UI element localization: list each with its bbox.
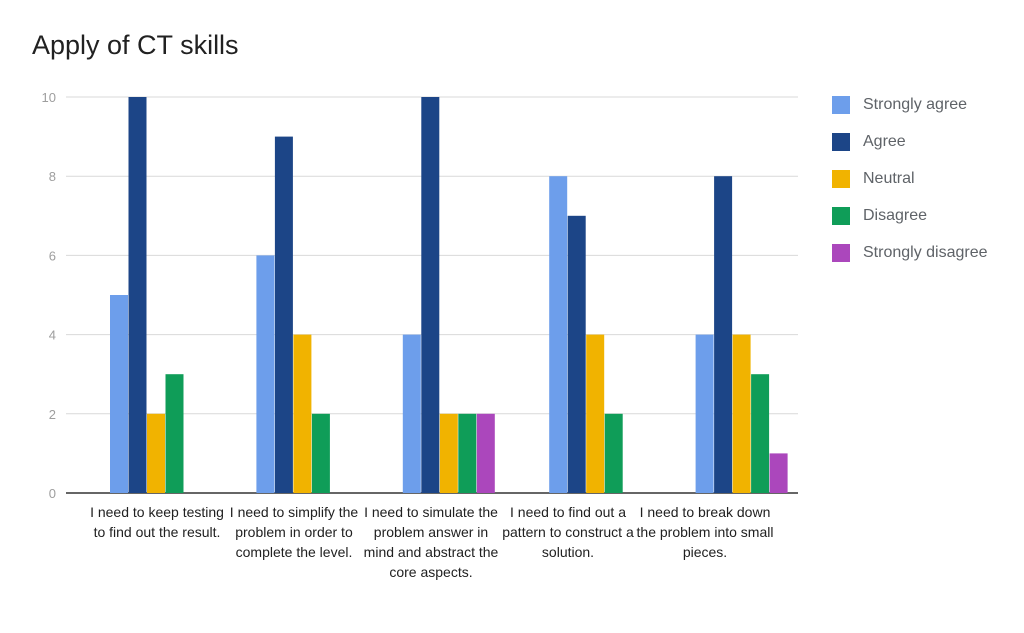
bar-disagree[interactable]	[604, 413, 623, 493]
y-tick-label: 10	[42, 90, 56, 105]
bar-neutral[interactable]	[147, 413, 165, 493]
y-tick-label: 6	[49, 248, 56, 263]
legend-swatch	[832, 206, 850, 225]
x-tick-label: I need to simplify the problem in order …	[229, 504, 359, 560]
bar-neutral[interactable]	[439, 413, 458, 493]
bar-strongly-agree[interactable]	[549, 176, 568, 493]
chart-title: Apply of CT skills	[32, 30, 239, 60]
bar-neutral[interactable]	[732, 334, 751, 493]
legend-label: Neutral	[863, 169, 915, 187]
legend-swatch	[832, 243, 850, 262]
bar-agree[interactable]	[714, 176, 733, 493]
bar-neutral[interactable]	[586, 334, 605, 493]
legend-swatch	[832, 132, 850, 151]
bar-disagree[interactable]	[751, 374, 770, 493]
legend-label: Strongly agree	[863, 95, 968, 113]
bar-strongly-disagree[interactable]	[476, 413, 495, 493]
bar-agree[interactable]	[567, 215, 586, 494]
y-tick-label: 2	[49, 407, 56, 422]
bar-strongly-agree[interactable]	[110, 295, 128, 493]
bar-strongly-agree[interactable]	[695, 334, 714, 493]
legend-label: Strongly disagree	[863, 243, 988, 261]
x-tick-label: I need to break down the problem into sm…	[636, 504, 774, 560]
y-tick-label: 0	[49, 486, 56, 501]
legend-item-neutral[interactable]: Neutral	[832, 160, 988, 197]
bar-agree[interactable]	[274, 136, 293, 493]
bar-neutral[interactable]	[293, 334, 312, 493]
legend-label: Agree	[863, 132, 906, 150]
bar-disagree[interactable]	[458, 413, 477, 493]
legend: Strongly agree Agree Neutral Disagree St…	[832, 86, 988, 271]
x-tick-label: I need to simulate the problem answer in…	[363, 504, 499, 580]
legend-swatch	[832, 95, 850, 114]
y-tick-label: 4	[49, 328, 56, 343]
bar-disagree[interactable]	[165, 374, 184, 493]
x-tick-label: I need to find out a pattern to construc…	[502, 504, 634, 560]
bar-agree[interactable]	[128, 97, 147, 493]
legend-item-strongly-agree[interactable]: Strongly agree	[832, 86, 988, 123]
bar-strongly-disagree[interactable]	[769, 453, 788, 493]
legend-item-strongly-disagree[interactable]: Strongly disagree	[832, 234, 988, 271]
legend-swatch	[832, 169, 850, 188]
legend-item-agree[interactable]: Agree	[832, 123, 988, 160]
legend-item-disagree[interactable]: Disagree	[832, 197, 988, 234]
bar-agree[interactable]	[421, 97, 440, 493]
bar-strongly-agree[interactable]	[402, 334, 421, 493]
x-tick-label: I need to keep testing to find out the r…	[90, 504, 224, 540]
y-tick-label: 8	[49, 169, 56, 184]
bar-strongly-agree[interactable]	[256, 255, 275, 493]
legend-label: Disagree	[863, 206, 928, 224]
bar-disagree[interactable]	[311, 413, 330, 493]
